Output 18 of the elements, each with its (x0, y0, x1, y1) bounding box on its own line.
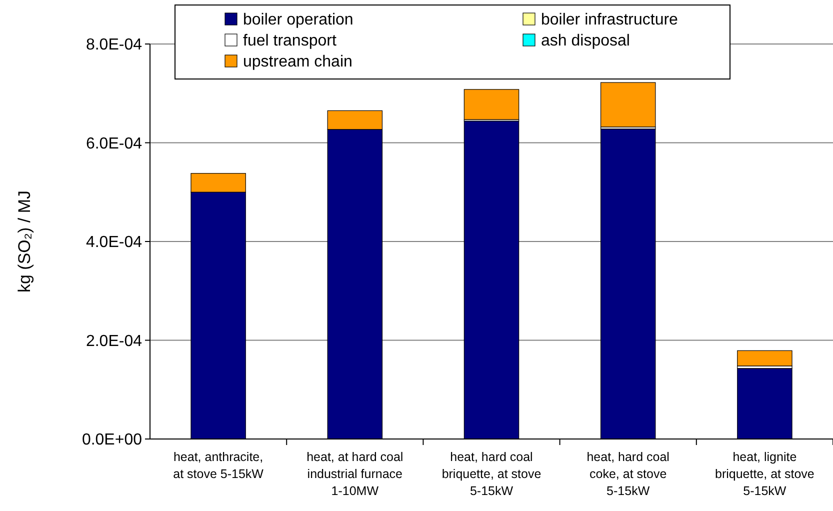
y-tick-label: 6.0E-04 (86, 135, 142, 152)
x-tick-label: heat, hard coal briquette, at stove 5-15kW (442, 450, 542, 498)
y-tick-label: 0.0E+00 (82, 432, 142, 449)
y-tick-label: 4.0E-04 (86, 234, 142, 252)
legend-label: fuel transport (243, 32, 337, 50)
bar (600, 82, 656, 128)
x-tick-label: heat, anthracite, at stove 5-15kW (173, 450, 264, 481)
legend-label: ash disposal (541, 32, 630, 50)
legend-label: upstream chain (243, 54, 352, 71)
x-tick-label: heat, lignite briquette, at stove 5-15kW (715, 450, 814, 498)
legend-label: boiler operation (243, 12, 354, 29)
legend-label: boiler infrastructure (541, 12, 678, 29)
x-tick-label: heat, hard coal coke, at stove 5-15kW (586, 450, 670, 498)
y-tick-label: 8.0E-04 (86, 36, 142, 54)
y-axis-title: kg (SO₂) / MJ (15, 190, 34, 292)
x-tick-label: heat, at hard coal industrial furnace 1-10MW (306, 450, 404, 498)
y-tick-label: 2.0E-04 (86, 332, 142, 350)
bar (737, 350, 792, 366)
